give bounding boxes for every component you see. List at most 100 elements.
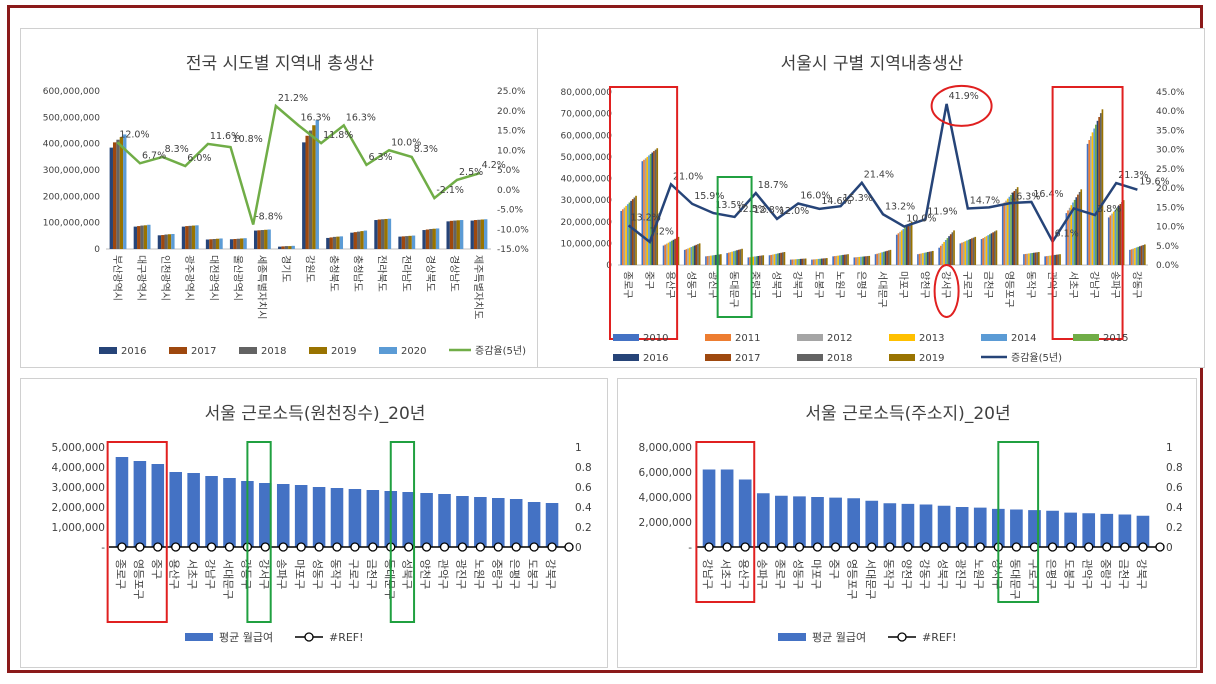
bar [822, 258, 825, 265]
legend-swatch [613, 354, 639, 361]
x-tick-label: 경기도 [279, 255, 292, 283]
bar [185, 226, 189, 249]
bar [294, 485, 308, 547]
bar [264, 229, 268, 249]
bar [1003, 202, 1006, 265]
bar [993, 231, 996, 265]
bar [1049, 255, 1051, 265]
chart-title: 서울 근로소득(원천징수)_20년 [205, 404, 426, 424]
y-tick-label: 8,000,000 [639, 442, 692, 454]
bar [909, 223, 911, 265]
x-tick-label: 금천구 [1117, 559, 1131, 589]
bar [727, 252, 730, 265]
bar [754, 256, 756, 265]
data-label: 15.3% [843, 193, 873, 204]
data-label: 16.0% [800, 190, 830, 201]
x-tick-label: 은평구 [508, 559, 521, 589]
bar [737, 249, 740, 265]
bar [492, 498, 505, 547]
line-marker [171, 542, 181, 552]
x-tick-label: 양천구 [900, 559, 914, 589]
legend-label: 증감율(5년) [1011, 352, 1062, 364]
x-tick-label: 강북구 [791, 271, 803, 299]
bar [905, 226, 908, 265]
bar [384, 218, 388, 249]
y-tick-label: 600,000,000 [43, 87, 101, 97]
x-tick-label: 동작구 [882, 559, 895, 589]
bar [932, 250, 934, 265]
bar [291, 245, 295, 249]
bar [649, 153, 652, 265]
x-tick-label: 강남구 [701, 559, 714, 589]
line-marker [794, 542, 805, 552]
data-label: 11.9% [927, 206, 957, 217]
bar [1054, 254, 1056, 265]
bar [780, 252, 782, 265]
data-label: 12.0% [779, 206, 809, 217]
bar [907, 224, 910, 265]
bar [1028, 253, 1030, 265]
x-tick-label: 동작구 [1024, 271, 1036, 299]
legend-label: 2017 [191, 346, 216, 357]
line-marker [511, 542, 521, 552]
y2-tick-label: 35.0% [1156, 126, 1185, 136]
bar [756, 493, 770, 547]
bar [720, 469, 734, 547]
bar [1024, 253, 1027, 265]
bar [669, 241, 671, 265]
data-label: -2.1% [436, 185, 464, 196]
bar [955, 507, 969, 547]
bar [855, 257, 857, 265]
y2-tick-label: 1 [1166, 442, 1173, 454]
bar [377, 219, 382, 249]
line-marker [404, 542, 414, 552]
bar [910, 221, 913, 265]
bar [749, 257, 751, 265]
x-tick-label: 광진구 [706, 271, 718, 299]
bar [360, 231, 364, 249]
y2-tick-label: -5.0% [497, 206, 524, 216]
y2-tick-label: 0 [1166, 542, 1173, 554]
x-tick-label: 종로구 [773, 559, 786, 589]
y-tick-label: 4,000,000 [639, 492, 692, 504]
highlight-box [695, 441, 756, 603]
x-tick-label: 송파구 [1109, 271, 1121, 299]
bar [654, 149, 657, 265]
x-tick-label: 대전광역시 [207, 255, 219, 301]
bar [1088, 140, 1091, 265]
bar [1077, 194, 1079, 265]
bar [425, 229, 430, 249]
bar [446, 221, 450, 249]
y-tick-label: 10,000,000 [560, 239, 612, 249]
data-label: 41.9% [949, 91, 979, 102]
data-label: 7.2% [650, 226, 674, 237]
bar [402, 492, 415, 547]
bar [1134, 248, 1136, 265]
x-tick-label: 인천광역시 [159, 255, 171, 301]
bar [1055, 254, 1058, 265]
bar [1068, 207, 1071, 265]
bar [878, 253, 880, 265]
bar [683, 249, 686, 265]
bar [804, 258, 807, 265]
x-tick-label: 광진구 [954, 559, 967, 589]
bar [456, 496, 469, 547]
x-tick-label: 성북구 [936, 559, 949, 589]
legend-swatch [705, 334, 731, 341]
bar [736, 250, 738, 265]
bar [747, 257, 750, 265]
bar [667, 242, 670, 265]
bar [883, 503, 897, 547]
bar [928, 251, 931, 265]
bar [1034, 252, 1037, 265]
bar [990, 233, 993, 265]
bar [527, 502, 541, 547]
x-tick-label: 울산광역시 [231, 255, 243, 301]
bar [188, 225, 192, 249]
bar [626, 204, 629, 265]
x-tick-label: 용산구 [737, 559, 750, 589]
y-tick-label: 500,000,000 [43, 113, 101, 123]
bar [398, 236, 402, 249]
bar [381, 219, 385, 249]
data-label: 6.7% [142, 150, 166, 161]
